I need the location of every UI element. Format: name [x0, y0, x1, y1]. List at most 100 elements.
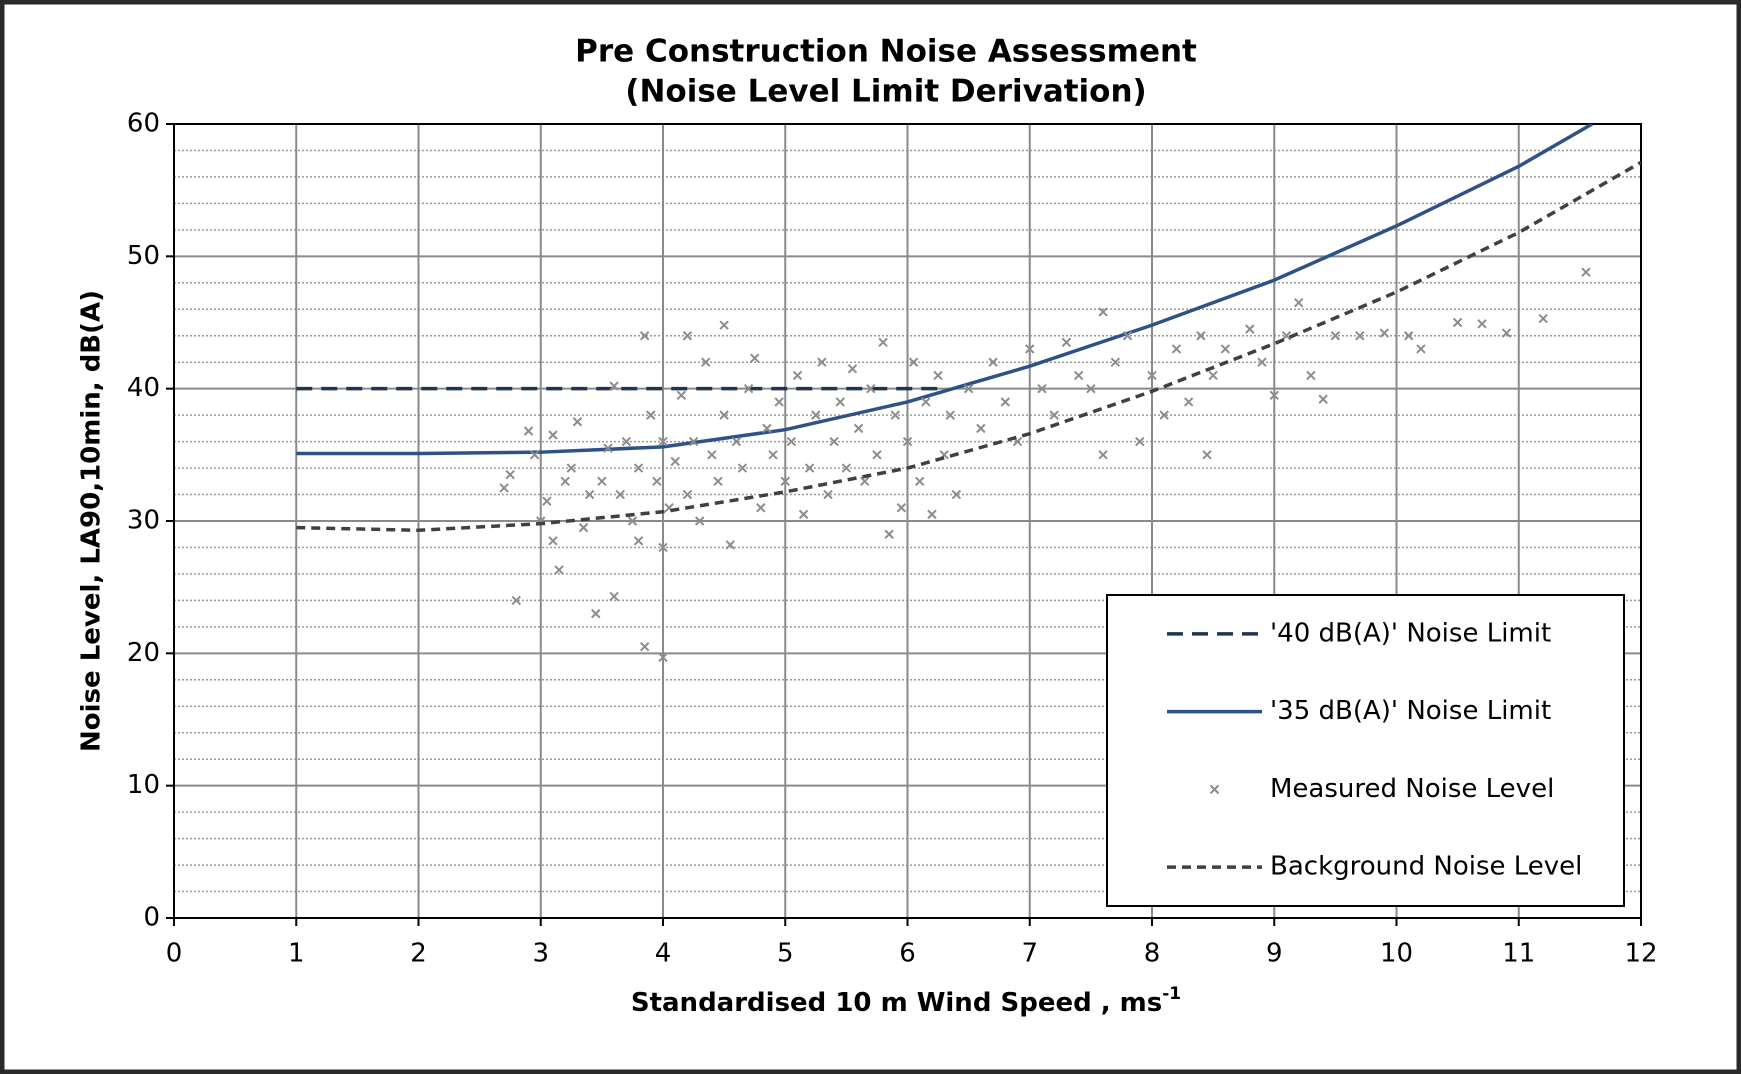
data-point [591, 608, 601, 619]
data-point [609, 381, 619, 391]
chart-title: Pre Construction Noise Assessment [575, 34, 1197, 70]
y-tick-label: 30 [127, 506, 160, 536]
data-point [1037, 383, 1047, 394]
data-point [670, 456, 680, 467]
data-point [1110, 357, 1121, 367]
x-tick-label: 8 [1144, 939, 1161, 969]
data-point [1196, 331, 1206, 341]
x-tick-label: 2 [410, 939, 427, 969]
data-point [682, 331, 693, 341]
data-point [1159, 410, 1169, 420]
data-point [749, 353, 760, 363]
data-point [701, 357, 711, 367]
data-point [597, 476, 607, 487]
data-point [817, 357, 827, 367]
x-tick-label: 3 [532, 939, 549, 969]
y-tick-label: 0 [143, 903, 160, 933]
data-point [951, 489, 962, 500]
data-point [1293, 297, 1304, 308]
y-tick-label: 10 [127, 770, 160, 800]
data-point [988, 357, 998, 367]
data-point [798, 509, 809, 520]
data-point [1135, 436, 1145, 447]
data-point [1098, 307, 1108, 317]
data-point [890, 410, 900, 420]
data-point [707, 450, 717, 460]
data-point [1538, 313, 1548, 324]
data-point [499, 483, 509, 493]
data-point [1000, 397, 1011, 407]
data-point [1306, 370, 1316, 381]
data-point [1416, 344, 1426, 354]
y-tick-label: 20 [127, 638, 160, 668]
data-point [719, 410, 729, 420]
data-point [829, 436, 839, 447]
data-point [1208, 370, 1218, 381]
legend-label: Measured Noise Level [1270, 774, 1554, 804]
series-line [296, 160, 1641, 533]
data-point [774, 397, 784, 407]
data-point [529, 450, 540, 460]
data-point [896, 503, 907, 513]
data-point [566, 463, 577, 473]
data-point [676, 390, 687, 400]
data-point [884, 529, 894, 539]
data-point [768, 450, 778, 460]
x-tick-label: 5 [777, 939, 794, 969]
data-point [933, 370, 943, 381]
legend-label: '35 dB(A)' Noise Limit [1270, 696, 1551, 726]
y-axis-label: Noise Level, LA90,10min, dB(A) [77, 290, 107, 752]
data-point [823, 489, 833, 500]
data-point [841, 463, 852, 473]
plot-area [173, 123, 1642, 919]
x-tick-label: 9 [1266, 939, 1283, 969]
data-point [713, 476, 723, 487]
legend-label: '40 dB(A)' Noise Limit [1270, 618, 1551, 648]
chart-title: (Noise Level Limit Derivation) [625, 74, 1146, 110]
data-point [725, 540, 735, 550]
data-point [1098, 450, 1108, 460]
data-point [1257, 357, 1267, 367]
data-point [627, 516, 638, 526]
data-point [1171, 344, 1182, 354]
data-point [621, 436, 632, 447]
data-point [1269, 390, 1279, 400]
data-point [1477, 319, 1487, 329]
data-point [548, 430, 558, 440]
x-tick-label: 6 [899, 939, 916, 969]
data-point [1245, 324, 1255, 334]
data-point [908, 357, 919, 367]
data-point [688, 436, 699, 447]
x-tick-label: 11 [1502, 939, 1535, 969]
x-tick-label: 0 [166, 939, 183, 969]
data-point [792, 370, 803, 381]
data-point [1355, 331, 1365, 341]
data-point [762, 423, 772, 434]
data-point [639, 642, 650, 652]
data-point [542, 496, 552, 506]
data-point [804, 463, 815, 473]
data-point [505, 469, 515, 480]
data-point [835, 397, 845, 407]
data-point [945, 410, 955, 420]
x-tick-label: 10 [1380, 939, 1413, 969]
y-tick-label: 60 [127, 109, 160, 139]
data-point [1281, 331, 1292, 341]
data-point [866, 383, 876, 394]
data-point [1220, 344, 1231, 354]
data-point [560, 476, 570, 487]
data-point [780, 476, 790, 487]
data-point [743, 383, 754, 394]
data-point [652, 476, 662, 487]
x-tick-label: 7 [1021, 939, 1038, 969]
legend-label: Background Noise Level [1270, 852, 1582, 882]
data-point [554, 565, 564, 575]
data-point [694, 516, 705, 526]
data-point [1061, 337, 1072, 348]
data-point [658, 542, 668, 553]
data-point [1404, 331, 1414, 341]
data-point [872, 450, 882, 460]
data-point [1452, 317, 1463, 328]
series-line [296, 124, 1593, 456]
